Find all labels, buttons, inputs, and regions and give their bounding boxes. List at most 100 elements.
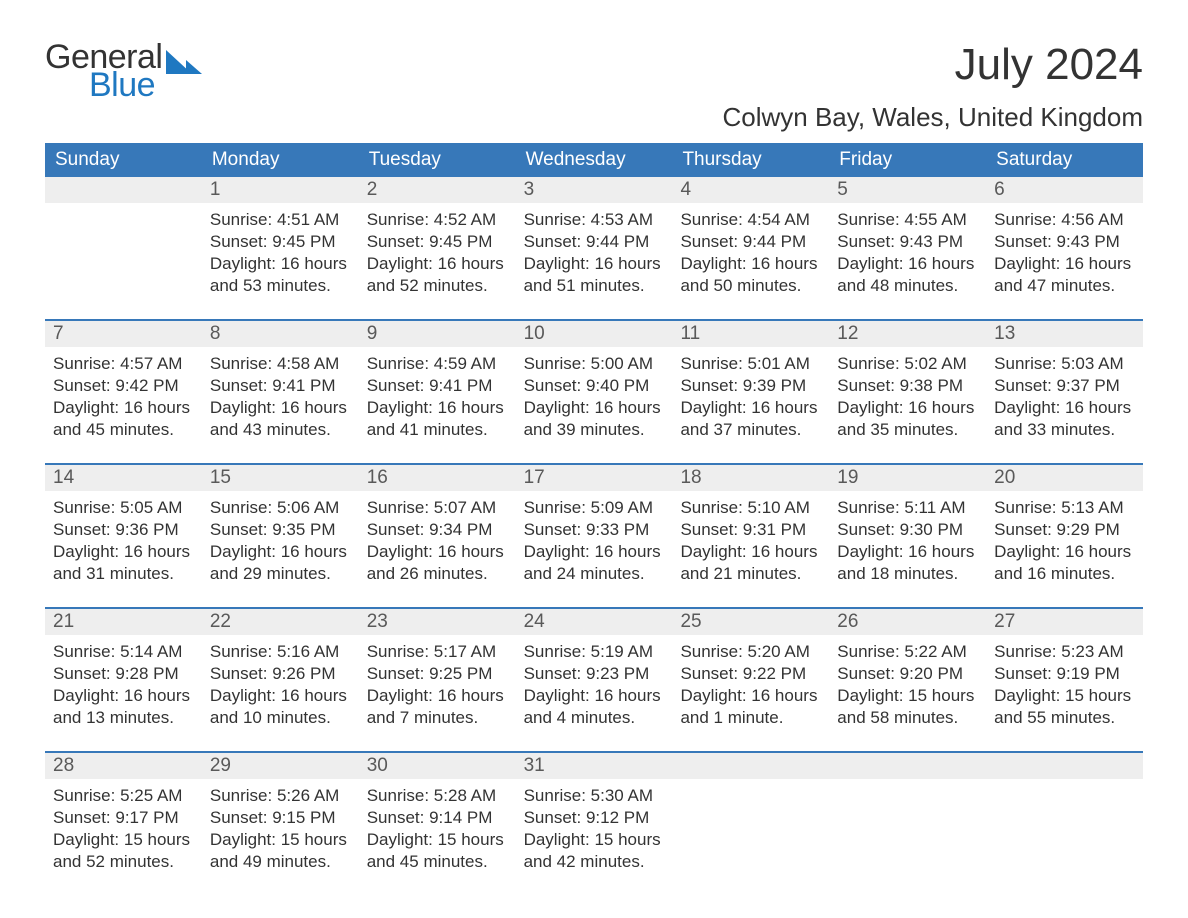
sunrise-line: Sunrise: 5:23 AM (994, 641, 1135, 663)
sunrise-line: Sunrise: 4:54 AM (680, 209, 821, 231)
sunset-line: Sunset: 9:42 PM (53, 375, 194, 397)
calendar-day: 3Sunrise: 4:53 AMSunset: 9:44 PMDaylight… (516, 177, 673, 319)
day-details: Sunrise: 4:51 AMSunset: 9:45 PMDaylight:… (202, 203, 359, 297)
sunrise-line: Sunrise: 5:07 AM (367, 497, 508, 519)
day-details: Sunrise: 4:58 AMSunset: 9:41 PMDaylight:… (202, 347, 359, 441)
day-number: 5 (829, 177, 986, 203)
calendar-week: 7Sunrise: 4:57 AMSunset: 9:42 PMDaylight… (45, 319, 1143, 463)
daylight-line-2: and 53 minutes. (210, 275, 351, 297)
location-subtitle: Colwyn Bay, Wales, United Kingdom (722, 102, 1143, 133)
calendar-day: 8Sunrise: 4:58 AMSunset: 9:41 PMDaylight… (202, 321, 359, 463)
sunrise-line: Sunrise: 5:16 AM (210, 641, 351, 663)
day-number: 15 (202, 465, 359, 491)
day-details: Sunrise: 4:55 AMSunset: 9:43 PMDaylight:… (829, 203, 986, 297)
sunrise-line: Sunrise: 5:00 AM (524, 353, 665, 375)
day-number: 8 (202, 321, 359, 347)
daylight-line-1: Daylight: 16 hours (367, 541, 508, 563)
calendar-day: 25Sunrise: 5:20 AMSunset: 9:22 PMDayligh… (672, 609, 829, 751)
daylight-line-1: Daylight: 16 hours (680, 541, 821, 563)
daylight-line-1: Daylight: 16 hours (994, 253, 1135, 275)
day-number: 26 (829, 609, 986, 635)
day-details: Sunrise: 4:54 AMSunset: 9:44 PMDaylight:… (672, 203, 829, 297)
day-details: Sunrise: 5:25 AMSunset: 9:17 PMDaylight:… (45, 779, 202, 873)
day-number: 17 (516, 465, 673, 491)
sunset-line: Sunset: 9:34 PM (367, 519, 508, 541)
weekday-header: Wednesday (516, 143, 673, 177)
sunset-line: Sunset: 9:28 PM (53, 663, 194, 685)
brand-logo: General Blue (45, 40, 204, 102)
sunset-line: Sunset: 9:41 PM (367, 375, 508, 397)
calendar-day (986, 753, 1143, 895)
daylight-line-1: Daylight: 16 hours (367, 253, 508, 275)
daylight-line-1: Daylight: 16 hours (680, 397, 821, 419)
daylight-line-2: and 33 minutes. (994, 419, 1135, 441)
day-number: 3 (516, 177, 673, 203)
sunset-line: Sunset: 9:19 PM (994, 663, 1135, 685)
day-details: Sunrise: 5:20 AMSunset: 9:22 PMDaylight:… (672, 635, 829, 729)
sunrise-line: Sunrise: 5:13 AM (994, 497, 1135, 519)
sunrise-line: Sunrise: 5:06 AM (210, 497, 351, 519)
sunrise-line: Sunrise: 4:52 AM (367, 209, 508, 231)
day-details: Sunrise: 5:16 AMSunset: 9:26 PMDaylight:… (202, 635, 359, 729)
daylight-line-2: and 55 minutes. (994, 707, 1135, 729)
daylight-line-1: Daylight: 16 hours (994, 541, 1135, 563)
day-number: 21 (45, 609, 202, 635)
sunrise-line: Sunrise: 4:53 AM (524, 209, 665, 231)
daylight-line-1: Daylight: 16 hours (367, 685, 508, 707)
calendar-day (45, 177, 202, 319)
sunrise-line: Sunrise: 5:05 AM (53, 497, 194, 519)
daylight-line-2: and 45 minutes. (367, 851, 508, 873)
page-title: July 2024 (722, 40, 1143, 90)
daylight-line-2: and 13 minutes. (53, 707, 194, 729)
day-details: Sunrise: 5:09 AMSunset: 9:33 PMDaylight:… (516, 491, 673, 585)
daylight-line-1: Daylight: 15 hours (367, 829, 508, 851)
day-number: 22 (202, 609, 359, 635)
day-details: Sunrise: 4:56 AMSunset: 9:43 PMDaylight:… (986, 203, 1143, 297)
calendar-week: 1Sunrise: 4:51 AMSunset: 9:45 PMDaylight… (45, 177, 1143, 319)
daylight-line-1: Daylight: 16 hours (837, 253, 978, 275)
sunrise-line: Sunrise: 5:26 AM (210, 785, 351, 807)
sunset-line: Sunset: 9:45 PM (367, 231, 508, 253)
day-number: 1 (202, 177, 359, 203)
weekday-header: Friday (829, 143, 986, 177)
sunrise-line: Sunrise: 4:51 AM (210, 209, 351, 231)
sunrise-line: Sunrise: 5:19 AM (524, 641, 665, 663)
calendar-day: 26Sunrise: 5:22 AMSunset: 9:20 PMDayligh… (829, 609, 986, 751)
calendar-week: 28Sunrise: 5:25 AMSunset: 9:17 PMDayligh… (45, 751, 1143, 895)
calendar-day: 31Sunrise: 5:30 AMSunset: 9:12 PMDayligh… (516, 753, 673, 895)
day-details: Sunrise: 4:59 AMSunset: 9:41 PMDaylight:… (359, 347, 516, 441)
sunset-line: Sunset: 9:17 PM (53, 807, 194, 829)
day-details: Sunrise: 4:57 AMSunset: 9:42 PMDaylight:… (45, 347, 202, 441)
daylight-line-1: Daylight: 16 hours (210, 397, 351, 419)
day-number: 9 (359, 321, 516, 347)
sunrise-line: Sunrise: 5:02 AM (837, 353, 978, 375)
day-number: 19 (829, 465, 986, 491)
calendar-week: 21Sunrise: 5:14 AMSunset: 9:28 PMDayligh… (45, 607, 1143, 751)
day-number: 6 (986, 177, 1143, 203)
calendar-day: 19Sunrise: 5:11 AMSunset: 9:30 PMDayligh… (829, 465, 986, 607)
sunset-line: Sunset: 9:39 PM (680, 375, 821, 397)
sunset-line: Sunset: 9:26 PM (210, 663, 351, 685)
day-details: Sunrise: 5:28 AMSunset: 9:14 PMDaylight:… (359, 779, 516, 873)
day-number: 13 (986, 321, 1143, 347)
day-number: 31 (516, 753, 673, 779)
daylight-line-2: and 43 minutes. (210, 419, 351, 441)
day-details: Sunrise: 5:19 AMSunset: 9:23 PMDaylight:… (516, 635, 673, 729)
day-details: Sunrise: 5:00 AMSunset: 9:40 PMDaylight:… (516, 347, 673, 441)
calendar-day: 29Sunrise: 5:26 AMSunset: 9:15 PMDayligh… (202, 753, 359, 895)
day-details: Sunrise: 5:26 AMSunset: 9:15 PMDaylight:… (202, 779, 359, 873)
title-block: July 2024 Colwyn Bay, Wales, United King… (722, 40, 1143, 133)
sunrise-line: Sunrise: 5:22 AM (837, 641, 978, 663)
sunrise-line: Sunrise: 5:28 AM (367, 785, 508, 807)
sunset-line: Sunset: 9:35 PM (210, 519, 351, 541)
day-details: Sunrise: 5:17 AMSunset: 9:25 PMDaylight:… (359, 635, 516, 729)
calendar-day: 10Sunrise: 5:00 AMSunset: 9:40 PMDayligh… (516, 321, 673, 463)
sunset-line: Sunset: 9:36 PM (53, 519, 194, 541)
calendar-day: 17Sunrise: 5:09 AMSunset: 9:33 PMDayligh… (516, 465, 673, 607)
daylight-line-2: and 24 minutes. (524, 563, 665, 585)
sunset-line: Sunset: 9:45 PM (210, 231, 351, 253)
daylight-line-2: and 7 minutes. (367, 707, 508, 729)
daylight-line-1: Daylight: 16 hours (53, 541, 194, 563)
daylight-line-1: Daylight: 16 hours (53, 685, 194, 707)
calendar-day: 7Sunrise: 4:57 AMSunset: 9:42 PMDaylight… (45, 321, 202, 463)
